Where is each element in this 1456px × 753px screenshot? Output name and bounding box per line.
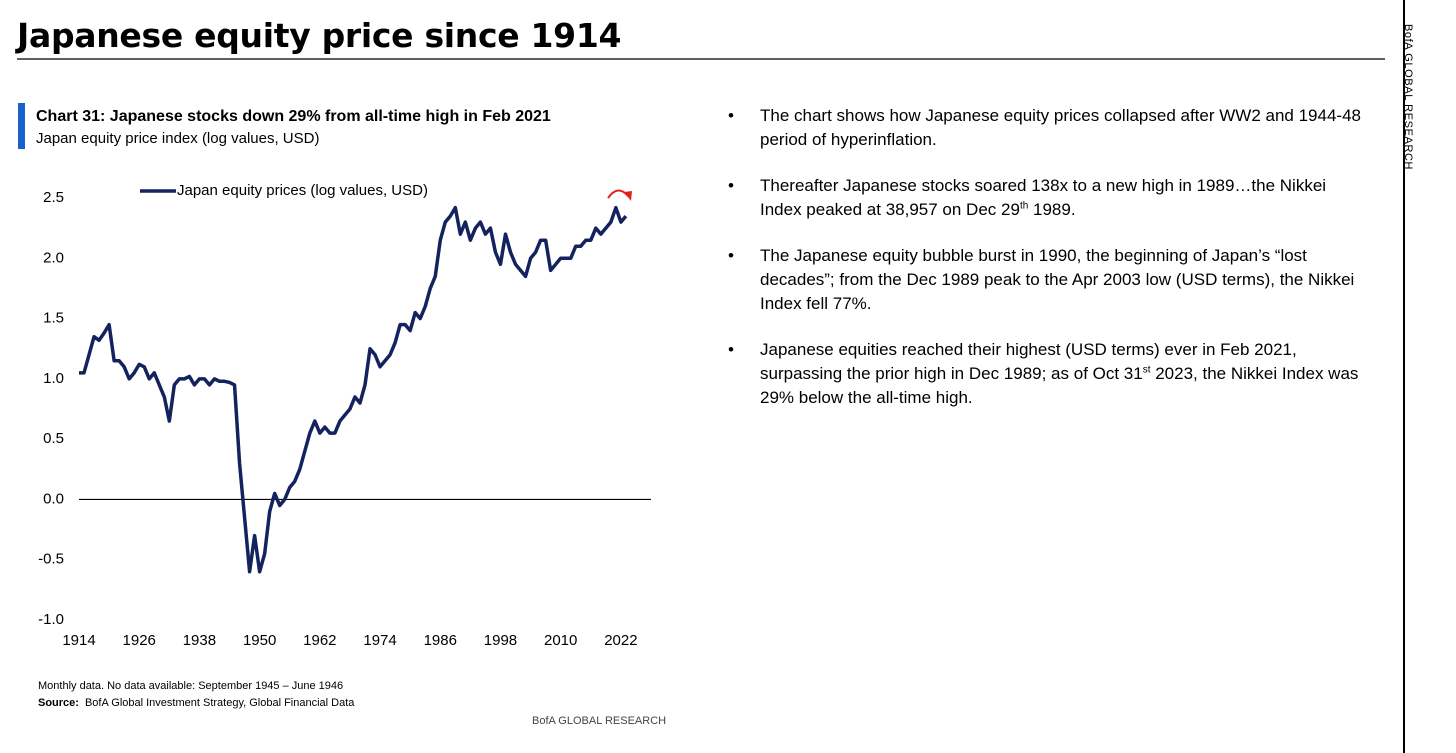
y-tick-label: 0.0 [43, 490, 64, 507]
bullet-text: Thereafter Japanese stocks soared 138x t… [760, 176, 1327, 219]
y-tick-label: 0.5 [43, 430, 64, 447]
x-tick-label: 1998 [484, 632, 517, 649]
y-tick-label: 1.5 [43, 310, 64, 327]
page-title: Japanese equity price since 1914 [17, 16, 622, 55]
x-tick-label: 1950 [243, 632, 276, 649]
bullet-text: The chart shows how Japanese equity pric… [760, 106, 1361, 149]
chart-note: Monthly data. No data available: Septemb… [38, 680, 344, 692]
chart-subtitle: Japan equity price index (log values, US… [36, 130, 320, 147]
chart-source: Source: BofA Global Investment Strategy, … [38, 697, 354, 709]
bullet: The chart shows how Japanese equity pric… [728, 104, 1368, 152]
annotation-arrow [607, 189, 629, 199]
x-tick-label: 1962 [303, 632, 336, 649]
line-series [79, 205, 628, 574]
bullet-text: The Japanese equity bubble burst in 1990… [760, 246, 1355, 313]
superscript: th [1019, 200, 1029, 212]
bullet: The Japanese equity bubble burst in 1990… [728, 244, 1368, 316]
title-accent [18, 103, 25, 149]
source-text: BofA Global Investment Strategy, Global … [84, 697, 355, 709]
y-tick-label: -0.5 [38, 551, 64, 568]
bullet: Thereafter Japanese stocks soared 138x t… [728, 174, 1368, 222]
bullet-list: The chart shows how Japanese equity pric… [728, 104, 1368, 432]
chart-title: Chart 31: Japanese stocks down 29% from … [36, 108, 551, 125]
superscript: st [1142, 364, 1151, 376]
x-tick-label: 2022 [604, 632, 637, 649]
legend-label: Japan equity prices (log values, USD) [177, 182, 428, 199]
x-tick-label: 1926 [123, 632, 156, 649]
chart-footer: BofA GLOBAL RESEARCH [532, 715, 667, 727]
source-label: Source: [38, 697, 79, 709]
bullet-text: 2023, the Nikkei Index was 29% below the… [760, 364, 1359, 407]
bullet-text: 1989. [1028, 200, 1076, 219]
x-tick-label: 1938 [183, 632, 216, 649]
x-tick-label: 1986 [424, 632, 457, 649]
x-tick-label: 1974 [363, 632, 396, 649]
y-tick-label: 1.0 [43, 370, 64, 387]
y-tick-label: 2.0 [43, 249, 64, 266]
x-tick-label: 1914 [62, 632, 95, 649]
annotation-arrow-head [624, 191, 632, 201]
bullet-text: Japanese equities reached their highest … [760, 340, 1297, 383]
y-tick-label: 2.5 [43, 189, 64, 206]
y-tick-label: -1.0 [38, 611, 64, 628]
x-tick-label: 2010 [544, 632, 577, 649]
side-label: BofA GLOBAL RESEARCH [1402, 24, 1414, 171]
bullet: Japanese equities reached their highest … [728, 338, 1368, 410]
